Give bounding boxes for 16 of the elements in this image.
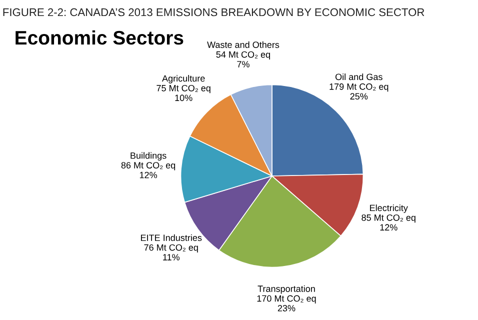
- slice-label: Transportation: [258, 285, 315, 294]
- slice-label: Oil and Gas: [335, 73, 382, 80]
- chart-title: FIGURE 2-2: CANADA’S 2013 EMISSIONS BREAKDOWN BY ECONOMIC SECTOR: [3, 8, 424, 16]
- data-label: 54 Mt CO₂ eq 7%: [216, 51, 270, 68]
- slice-label: Buildings: [130, 152, 166, 161]
- chart-subtitle: Economic Sectors: [16, 30, 184, 45]
- slice-label: Agriculture: [162, 74, 205, 84]
- slice-label: Electricity: [370, 204, 408, 213]
- data-label: 76 Mt CO₂ eq 11%: [144, 244, 198, 260]
- data-label: 179 Mt CO₂ eq 25%: [330, 83, 388, 100]
- slice-label: Waste and Others: [207, 41, 280, 48]
- data-label: 170 Mt CO₂ eq 23%: [257, 295, 316, 312]
- slice-label: EITE Industries: [141, 234, 202, 241]
- data-label: 75 Mt CO₂ eq 10%: [156, 84, 210, 102]
- data-label: 85 Mt CO₂ eq 12%: [362, 214, 416, 231]
- data-label: 86 Mt CO₂ eq 12%: [121, 162, 176, 178]
